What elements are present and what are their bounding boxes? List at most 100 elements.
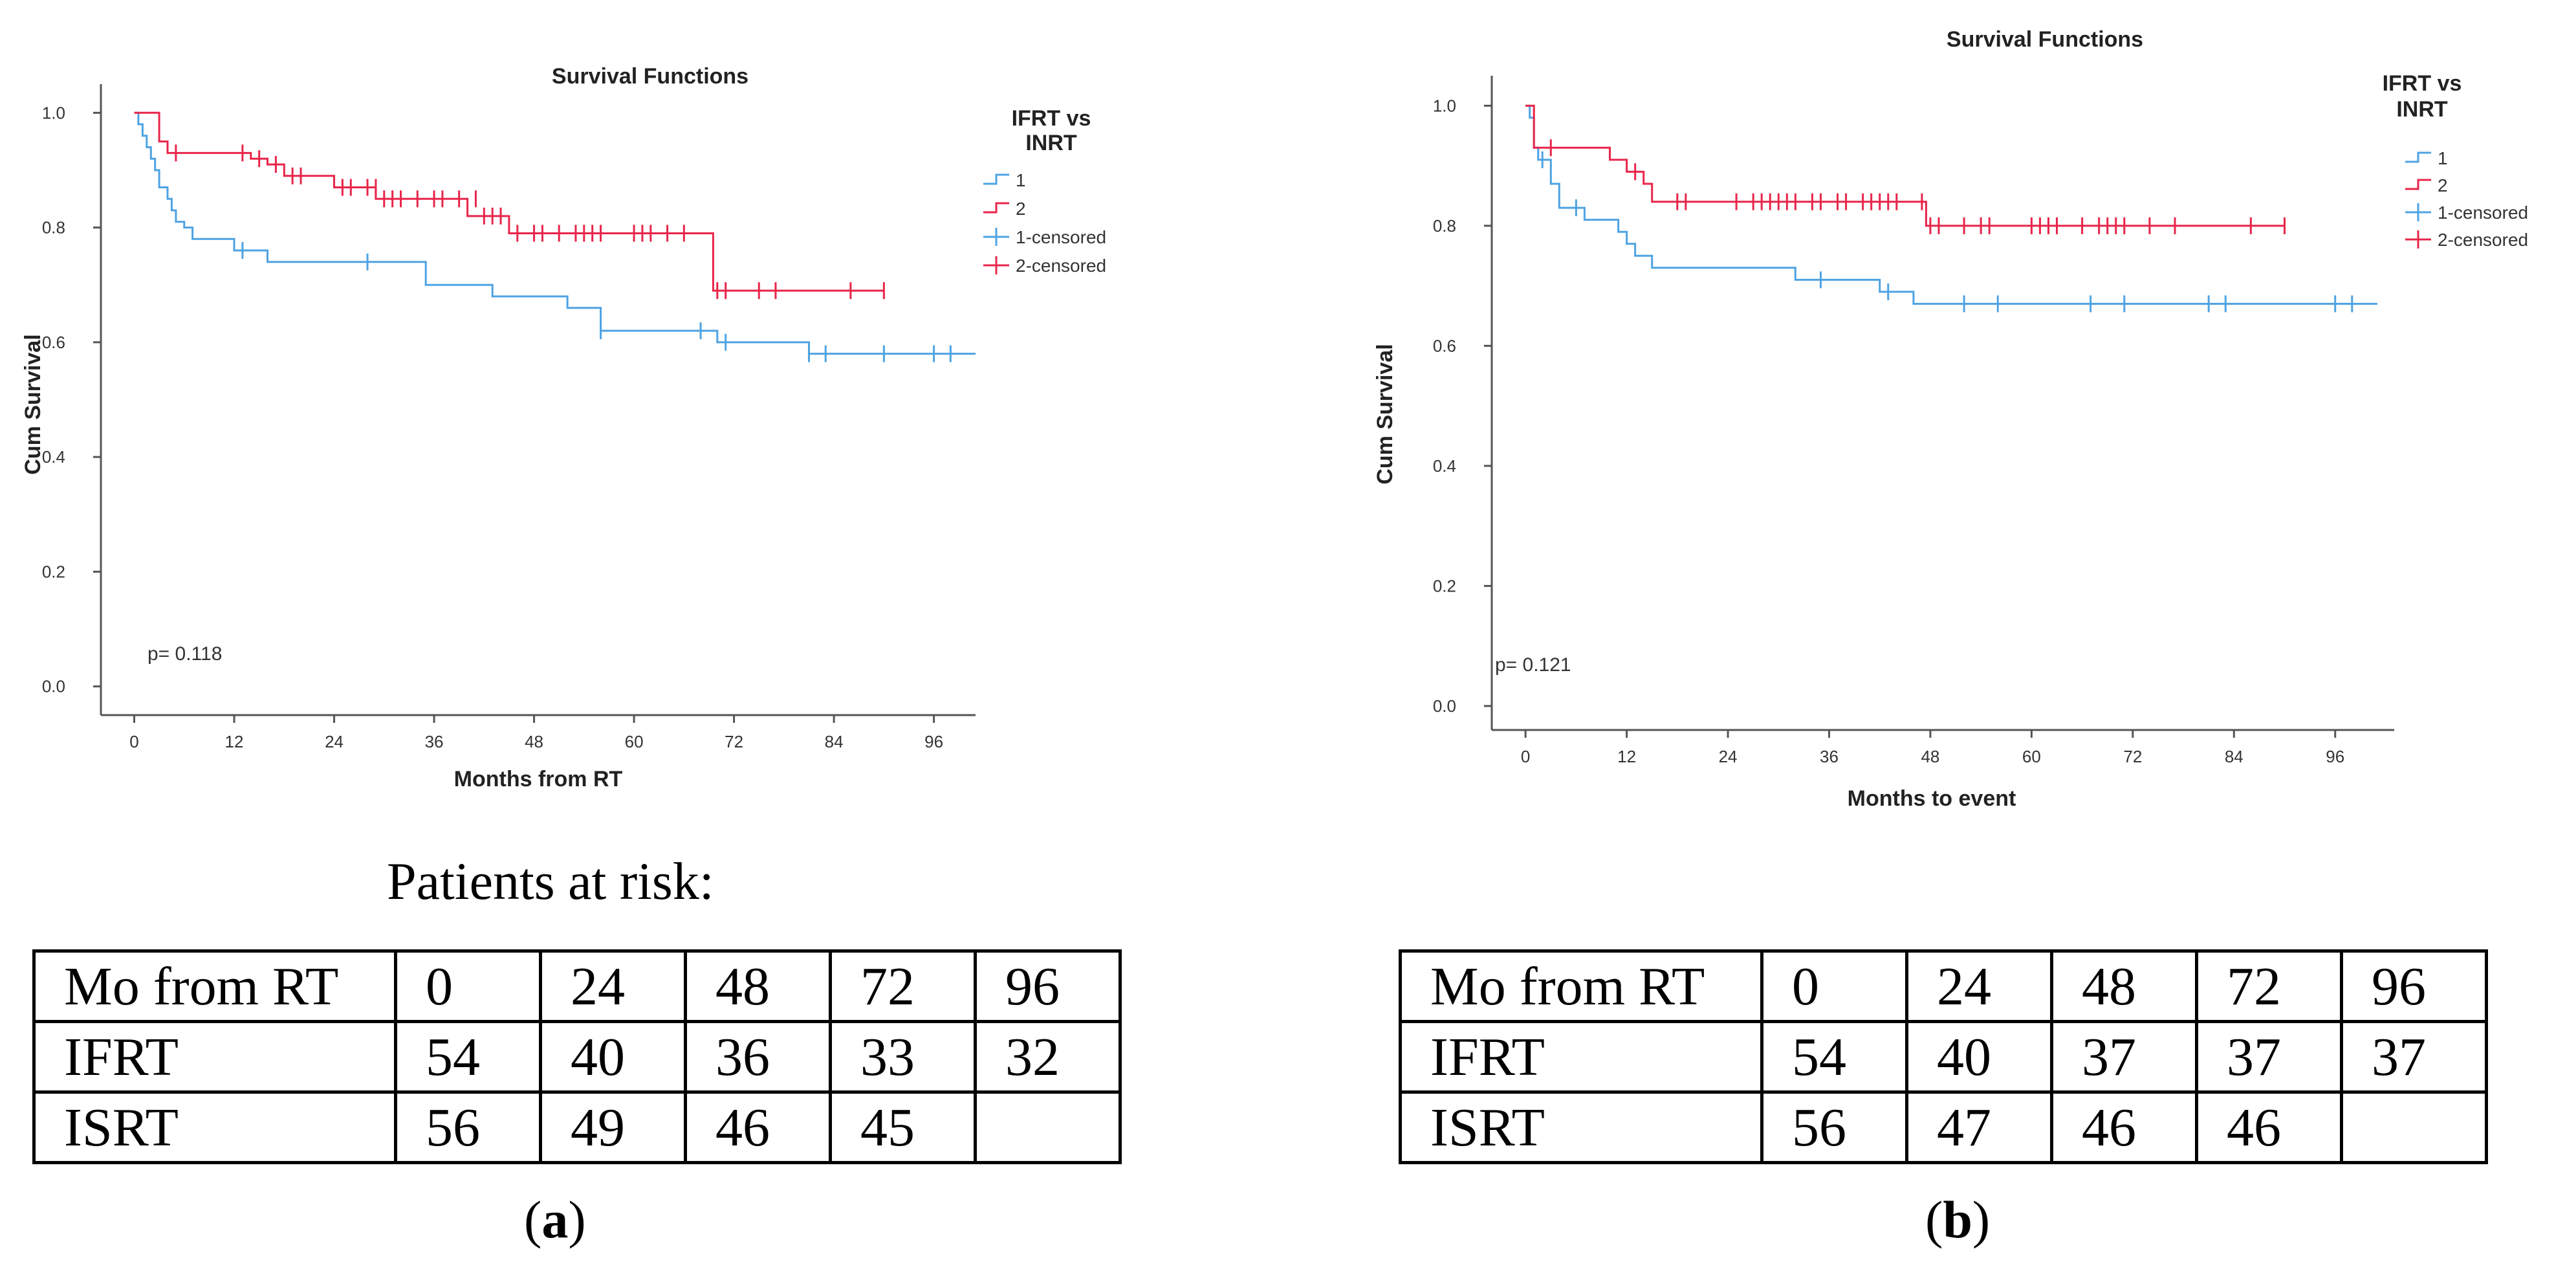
legend-entry: 2-censored [2438, 230, 2528, 250]
p-value-annotation: p= 0.118 [147, 643, 222, 665]
y-tick-label: 0.8 [1433, 216, 1456, 236]
table-cell: 24 [1905, 949, 2053, 1023]
legend-entry: 1-censored [2438, 203, 2528, 223]
table-cell: 45 [829, 1090, 977, 1164]
series-1 [134, 111, 976, 362]
table-cell: 46 [684, 1090, 832, 1164]
x-tick-label: 0 [129, 732, 138, 751]
y-tick-label: 0.4 [42, 447, 65, 467]
legend-entry: 1 [1016, 170, 1026, 190]
x-tick-label: 96 [924, 732, 943, 751]
panel-caption-b: (b) [1925, 1189, 1990, 1250]
risk-table-b: Mo from RT 0 24 48 72 96 IFRT 54 40 37 3… [1399, 949, 2488, 1164]
risk-table-a: Mo from RT 0 24 48 72 96 IFRT 54 40 36 3… [32, 949, 1122, 1164]
x-tick-label: 84 [2225, 747, 2243, 766]
table-cell: 72 [829, 949, 977, 1023]
table-cell: Mo from RT [1399, 949, 1763, 1023]
y-tick-label: 0.0 [42, 677, 65, 696]
table-cell: 37 [2050, 1020, 2198, 1094]
x-tick-label: 96 [2326, 747, 2344, 766]
table-cell: 33 [829, 1020, 977, 1094]
x-tick-label: 60 [625, 732, 644, 751]
x-axis-label: Months to event [1848, 786, 2016, 811]
y-tick-label: 1.0 [42, 103, 65, 122]
y-tick-label: 0.8 [42, 218, 65, 238]
caption-close: ) [1972, 1190, 1991, 1249]
panel-b: 0 12 24 36 48 60 72 84 96 0.0 0.2 0.4 0.6 0.8 1.0 Survi… [1288, 0, 2576, 1271]
table-cell: 37 [2340, 1020, 2488, 1094]
table-cell: 0 [394, 949, 542, 1023]
table-cell: 54 [394, 1020, 542, 1094]
x-tick-label: 12 [225, 732, 244, 751]
table-cell: 48 [684, 949, 832, 1023]
caption-open: ( [524, 1190, 542, 1249]
legend-title: IFRT vs [1012, 106, 1091, 131]
y-tick-label: 0.0 [1433, 696, 1456, 716]
table-row: ISRT 56 49 46 45 [32, 1090, 1122, 1164]
survival-curve-1 [1525, 104, 2377, 305]
panel-caption-a: (a) [524, 1189, 586, 1250]
table-cell: 32 [974, 1020, 1122, 1094]
table-row: IFRT 54 40 36 33 32 [32, 1020, 1122, 1094]
y-tick-label: 0.6 [1433, 336, 1456, 355]
series-2 [134, 111, 885, 300]
panel-a: 0 12 24 36 48 60 72 84 96 0.0 0.2 0.4 0.6 0.8 1.0 Survi… [21, 64, 1122, 1250]
table-cell [2340, 1090, 2488, 1164]
x-axis-label: Months from RT [454, 767, 623, 791]
legend-swatch [2405, 179, 2431, 190]
survival-curve-2 [1525, 104, 2285, 227]
table-cell: 46 [2195, 1090, 2343, 1164]
table-cell: 72 [2195, 949, 2343, 1023]
x-tick-label: 48 [525, 732, 543, 751]
table-cell: ISRT [1399, 1090, 1763, 1164]
caption-letter: a [541, 1190, 569, 1249]
table-cell: IFRT [32, 1020, 397, 1094]
caption-close: ) [568, 1190, 586, 1249]
y-tick-label: 1.0 [1433, 96, 1456, 115]
legend-entry: 1-censored [1016, 227, 1106, 247]
survival-chart-b: 0 12 24 36 48 60 72 84 960.00.20.40.60.81.0Survi… [1373, 27, 2529, 811]
legend-swatch [983, 202, 1009, 214]
table-cell: ISRT [32, 1090, 397, 1164]
x-tick-label: 72 [725, 732, 743, 751]
table-row: IFRT 54 40 37 37 37 [1399, 1020, 2488, 1094]
patients-at-risk-title: Patients at risk: [387, 852, 714, 911]
table-row: ISRT 56 47 46 46 [1399, 1090, 2488, 1164]
table-cell: 37 [2195, 1020, 2343, 1094]
x-tick-label: 36 [425, 732, 444, 751]
table-cell: 46 [2050, 1090, 2198, 1164]
table-row: Mo from RT 0 24 48 72 96 [32, 949, 1122, 1023]
table-cell: 40 [539, 1020, 687, 1094]
table-cell: 49 [539, 1090, 687, 1164]
legend-title: IFRT vs [2383, 71, 2462, 96]
table-cell: 0 [1760, 949, 1908, 1023]
y-axis-label: Cum Survival [21, 334, 45, 474]
table-cell: 36 [684, 1020, 832, 1094]
legend-entry: 1 [2438, 148, 2448, 168]
legend-swatch [2405, 151, 2431, 163]
legend-entry: 2-censored [1016, 256, 1106, 276]
x-tick-label: 0 [1521, 747, 1530, 766]
table-cell: 54 [1760, 1020, 1908, 1094]
series-2 [1525, 104, 2286, 234]
table-cell: 56 [394, 1090, 542, 1164]
legend-title: INRT [1025, 131, 1077, 155]
legend-entry: 2 [2438, 175, 2448, 195]
legend-title: INRT [2396, 97, 2448, 122]
table-row: Mo from RT 0 24 48 72 96 [1399, 949, 2488, 1023]
y-tick-label: 0.2 [1433, 576, 1456, 595]
x-tick-label: 60 [2022, 747, 2041, 766]
table-cell: 96 [974, 949, 1122, 1023]
table-cell: IFRT [1399, 1020, 1763, 1094]
chart-title: Survival Functions [1947, 27, 2143, 52]
y-axis-label: Cum Survival [1373, 344, 1397, 484]
x-tick-label: 72 [2123, 747, 2142, 766]
survival-curve-1 [134, 111, 976, 355]
chart-title: Survival Functions [552, 64, 748, 89]
survival-chart-a: 0 12 24 36 48 60 72 84 960.00.20.40.60.81.0Survi… [21, 64, 1106, 791]
x-tick-label: 36 [1820, 747, 1839, 766]
series-1 [1525, 104, 2377, 313]
table-cell: Mo from RT [32, 949, 397, 1023]
survival-curve-2 [134, 111, 884, 292]
